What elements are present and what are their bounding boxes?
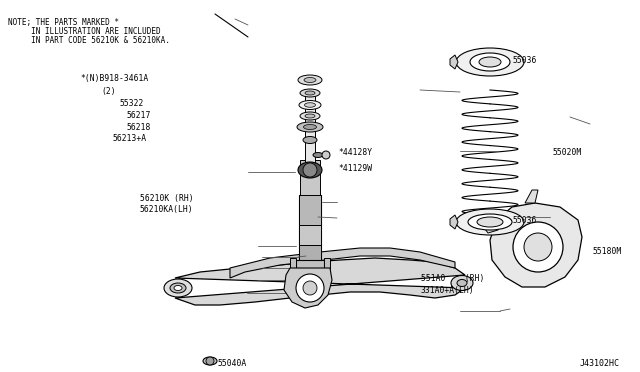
Circle shape	[206, 357, 214, 365]
Polygon shape	[284, 268, 332, 308]
Ellipse shape	[303, 137, 317, 144]
Text: 331A0+A(LH): 331A0+A(LH)	[421, 285, 475, 295]
Circle shape	[322, 151, 330, 159]
Ellipse shape	[304, 77, 316, 83]
Polygon shape	[299, 195, 321, 225]
Text: IN ILLUSTRATION ARE INCLUDED: IN ILLUSTRATION ARE INCLUDED	[8, 27, 161, 36]
Ellipse shape	[456, 48, 524, 76]
Polygon shape	[305, 95, 315, 165]
Text: 551A0    (RH): 551A0 (RH)	[421, 273, 484, 282]
Polygon shape	[299, 245, 321, 265]
Text: 56210KA(LH): 56210KA(LH)	[140, 205, 194, 214]
Ellipse shape	[313, 153, 323, 157]
Text: 55036: 55036	[513, 55, 538, 64]
Text: (2): (2)	[101, 87, 116, 96]
Polygon shape	[450, 215, 458, 229]
Ellipse shape	[477, 217, 503, 227]
Circle shape	[524, 233, 552, 261]
Ellipse shape	[303, 125, 317, 129]
Polygon shape	[299, 225, 321, 245]
Text: 55020M: 55020M	[553, 148, 582, 157]
Polygon shape	[324, 258, 330, 278]
Polygon shape	[482, 217, 500, 233]
Text: *41129W: *41129W	[338, 164, 372, 173]
Text: *44128Y: *44128Y	[338, 148, 372, 157]
Ellipse shape	[479, 57, 501, 67]
Text: 55040A: 55040A	[218, 359, 247, 368]
Text: 56217: 56217	[126, 110, 150, 119]
Text: NOTE; THE PARTS MARKED *: NOTE; THE PARTS MARKED *	[8, 18, 119, 27]
Ellipse shape	[299, 100, 321, 109]
Ellipse shape	[174, 285, 182, 291]
Polygon shape	[230, 248, 455, 278]
Ellipse shape	[300, 89, 320, 97]
Ellipse shape	[305, 91, 315, 95]
Ellipse shape	[470, 53, 510, 71]
Text: 56210K (RH): 56210K (RH)	[140, 193, 194, 202]
Polygon shape	[490, 203, 582, 287]
Ellipse shape	[451, 276, 473, 291]
Ellipse shape	[468, 214, 512, 230]
Polygon shape	[300, 160, 320, 195]
Text: 56218: 56218	[126, 122, 150, 131]
Text: 55322: 55322	[119, 99, 143, 108]
Ellipse shape	[203, 357, 217, 365]
Circle shape	[513, 222, 563, 272]
Ellipse shape	[298, 162, 322, 178]
Text: *(N)B918-3461A: *(N)B918-3461A	[80, 74, 148, 83]
Ellipse shape	[305, 103, 316, 107]
Ellipse shape	[164, 279, 192, 297]
Text: IN PART CODE 56210K & 56210KA.: IN PART CODE 56210K & 56210KA.	[8, 36, 170, 45]
Polygon shape	[450, 55, 458, 69]
Polygon shape	[299, 195, 321, 265]
Ellipse shape	[170, 283, 186, 293]
Text: 55180M: 55180M	[593, 247, 622, 257]
Text: 56213+A: 56213+A	[112, 134, 146, 142]
Circle shape	[296, 274, 324, 302]
Polygon shape	[290, 258, 296, 278]
Circle shape	[303, 281, 317, 295]
Ellipse shape	[298, 75, 322, 85]
Ellipse shape	[457, 279, 467, 286]
Ellipse shape	[297, 122, 323, 132]
Text: 55036: 55036	[513, 215, 538, 224]
Ellipse shape	[300, 112, 320, 120]
Circle shape	[303, 163, 317, 177]
Polygon shape	[296, 260, 324, 275]
Polygon shape	[175, 258, 465, 305]
Text: J43102HC: J43102HC	[580, 359, 620, 368]
Ellipse shape	[456, 209, 524, 235]
Ellipse shape	[305, 114, 315, 118]
Polygon shape	[525, 190, 538, 203]
